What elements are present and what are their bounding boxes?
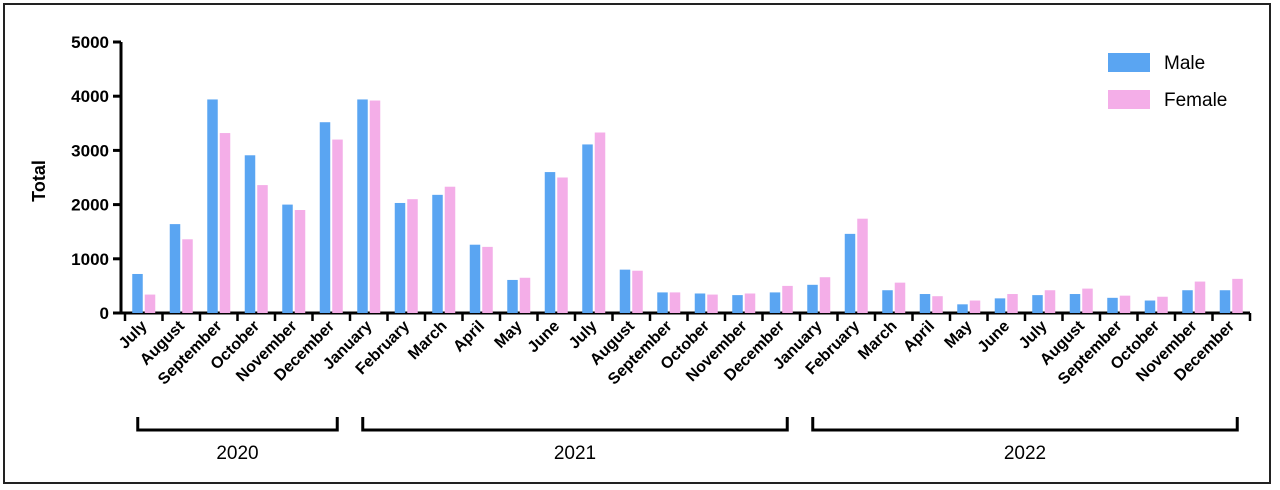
y-tick-label: 0 [100,304,109,323]
bar-female [144,294,156,313]
year-label: 2021 [554,443,596,464]
year-groups: 2020 2021 2022 [136,417,1239,464]
bar-female [894,282,906,313]
bar-female [1157,296,1168,313]
legend-swatch [1108,53,1150,72]
bar-female [294,210,306,313]
bar-female [257,185,268,313]
bar-male [732,295,743,313]
bar-male [282,204,293,313]
bar-male [507,279,518,313]
bar-female [782,285,793,313]
bar-male [207,99,218,314]
bar-male [957,304,968,313]
bar-male [357,99,368,314]
x-tick-label: June [525,318,563,356]
bar-male [657,292,668,313]
year-bracket [811,417,1239,432]
bar-male [169,224,181,313]
bar-male [1107,297,1118,313]
bar-male [1032,295,1043,313]
y-tick-label: 5000 [71,33,109,52]
bar-female [182,239,193,313]
bar-female [219,133,231,313]
bar-female [632,270,643,313]
y-tick-label: 4000 [71,87,109,106]
x-axis [121,311,1252,321]
legend-label: Female [1164,90,1227,111]
bars [132,99,1243,314]
legend-label: Male [1164,53,1205,74]
y-axis-label: Total [29,160,49,202]
bar-female [707,294,718,313]
bar-male [132,273,143,313]
bar-male [1182,290,1193,313]
bar-female [557,177,568,313]
year-bracket [361,417,789,432]
x-tick-label: May [942,318,976,352]
bar-female [857,218,868,313]
bar-female [1044,290,1056,313]
bar-male [1144,300,1156,313]
bar-female [407,199,418,313]
bar-male [544,172,556,313]
bar-female [482,246,493,313]
y-tick-label: 1000 [71,250,109,269]
bar-female [444,186,456,313]
bar-male [394,202,406,313]
x-tick-labels: JulyAugustSeptemberOctoberNovemberDecemb… [116,317,1238,388]
bar-male [1069,294,1081,313]
bar-female [1007,294,1018,313]
figure-frame: 0 1000 2000 3000 4000 5000 July August Septembe… [3,3,1271,484]
bar-male [844,233,856,313]
year-label: 2022 [1004,443,1046,464]
bar-female [1082,288,1093,313]
bar-female [819,277,831,313]
year-bracket [136,417,339,432]
bar-female [744,293,756,313]
bar-male [619,269,631,313]
bar-female [369,100,381,313]
bar-male [319,122,331,313]
bar-female [594,132,606,313]
bar-female [1194,281,1206,313]
bar-male [582,144,593,313]
bar-male [769,292,781,313]
year-label: 2020 [216,443,258,464]
bar-female [969,300,981,313]
x-tick-label: April [900,318,938,356]
bar-male [469,244,481,313]
y-axis: 0 1000 2000 3000 4000 5000 [71,33,123,323]
bar-female [519,277,531,313]
bar-male [1219,290,1231,313]
bar-male [882,290,893,313]
x-tick-label: June [975,318,1013,356]
y-tick-label: 3000 [71,141,109,160]
x-tick-label: April [450,318,488,356]
bar-male [807,284,818,313]
bar-male [994,298,1006,313]
bar-female [932,296,943,313]
legend: Male Female [1108,53,1227,111]
x-tick-label: March [405,318,450,363]
bar-chart: 0 1000 2000 3000 4000 5000 JulyAugustSeptembe… [29,33,1252,464]
bar-female [1119,295,1131,313]
x-tick-label: March [855,318,900,363]
bar-male [694,293,706,313]
y-tick-label: 2000 [71,196,109,215]
bar-female [332,139,343,313]
bar-female [669,292,681,313]
x-tick-label: May [492,318,526,352]
bar-male [919,294,931,313]
bar-male [432,194,443,313]
bar-male [244,155,256,313]
legend-swatch [1108,90,1150,109]
bar-female [1232,278,1243,313]
